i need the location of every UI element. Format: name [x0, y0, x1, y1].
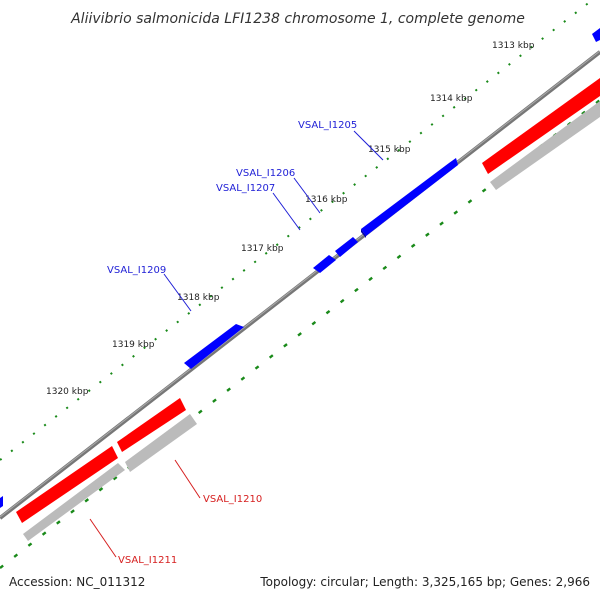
gene-label-vsal-i1207[interactable]: VSAL_I1207 — [216, 183, 275, 194]
kbp-label: 1318 kbp — [177, 293, 220, 303]
kbp-label: 1315 kbp — [368, 145, 411, 155]
kbp-label: 1313 kbp — [492, 41, 535, 51]
gene-arrow-forward[interactable] — [335, 237, 358, 257]
gene-leader-lines — [89, 130, 384, 558]
gene-labels: VSAL_I1205 VSAL_I1206 VSAL_I1207 VSAL_I1… — [107, 120, 357, 566]
kbp-labels: 1313 kbp 1314 kbp 1315 kbp 1316 kbp 1317… — [46, 41, 535, 397]
gene-label-vsal-i1206[interactable]: VSAL_I1206 — [236, 168, 295, 179]
gene-arrow-forward[interactable] — [184, 324, 244, 369]
gene-arrow-forward[interactable] — [0, 496, 3, 508]
leader-line — [272, 192, 301, 231]
forward-genes — [0, 28, 600, 508]
inner-tick-row — [0, 99, 600, 569]
leader-line — [293, 177, 321, 214]
gene-arrow-reverse[interactable] — [482, 78, 600, 174]
map-title: Aliivibrio salmonicida LFI1238 chromosom… — [70, 11, 525, 27]
kbp-label: 1316 kbp — [305, 195, 348, 205]
gene-arrow-reverse[interactable] — [117, 398, 186, 452]
reverse-gene-shadows — [23, 101, 600, 541]
reverse-genes — [16, 78, 600, 523]
gene-label-vsal-i1209[interactable]: VSAL_I1209 — [107, 265, 166, 276]
gene-label-vsal-i1205[interactable]: VSAL_I1205 — [298, 120, 357, 131]
leader-line — [163, 273, 192, 312]
accession-text: Accession: NC_011312 — [9, 575, 145, 589]
leader-line — [89, 518, 117, 558]
outer-tick-row — [0, 0, 594, 461]
kbp-label: 1320 kbp — [46, 387, 89, 397]
kbp-label: 1314 kbp — [430, 94, 473, 104]
leader-line — [174, 459, 201, 499]
kbp-label: 1319 kbp — [112, 340, 155, 350]
chromosome-backbone — [0, 50, 600, 520]
gene-arrow-reverse[interactable] — [16, 446, 118, 523]
gene-arrow-forward[interactable] — [313, 255, 336, 273]
gene-label-vsal-i1211[interactable]: VSAL_I1211 — [118, 555, 177, 566]
gene-arrow-forward[interactable] — [361, 158, 458, 236]
leader-line — [353, 130, 384, 161]
gene-label-vsal-i1210[interactable]: VSAL_I1210 — [203, 494, 262, 505]
kbp-label: 1317 kbp — [241, 244, 284, 254]
genome-summary-text: Topology: circular; Length: 3,325,165 bp… — [259, 575, 590, 589]
gene-arrow-forward[interactable] — [592, 28, 600, 42]
